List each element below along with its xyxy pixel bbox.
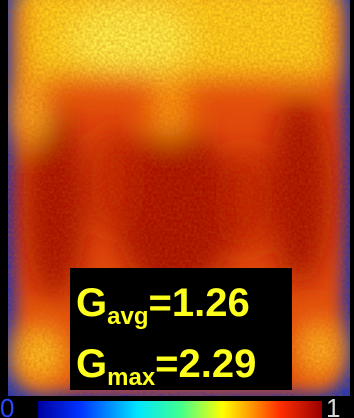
annotation-line: Gavg=1.26 xyxy=(76,281,250,330)
colorbar-min-label: 0 xyxy=(0,393,14,418)
value-text: =1.26 xyxy=(148,281,249,325)
colorbar-max-label: 1 xyxy=(326,393,340,418)
subscript: avg xyxy=(107,303,148,330)
figure: Gavg=1.26 Gmax=2.29 0 1 xyxy=(0,0,354,418)
symbol: G xyxy=(76,281,107,325)
page: Gavg=1.26 Gmax=2.29 0 1 (() => { const d… xyxy=(0,0,354,418)
symbol: G xyxy=(76,342,107,386)
annotation-line: Gmax=2.29 xyxy=(76,342,256,391)
colorbar xyxy=(38,401,322,418)
value-text: =2.29 xyxy=(155,342,256,386)
subscript: max xyxy=(107,364,156,391)
